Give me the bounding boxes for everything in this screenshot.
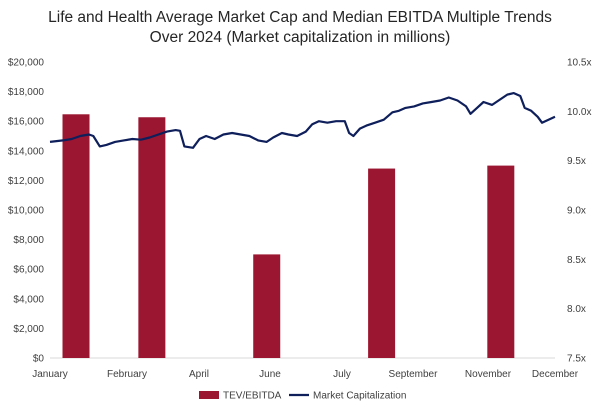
right-axis-tick-label: 8.5x [567, 255, 586, 266]
left-axis-tick-label: $14,000 [8, 146, 45, 157]
chart-title-line-1: Life and Health Average Market Cap and M… [48, 9, 552, 26]
legend-swatch-tev-ebitda [199, 391, 219, 399]
right-axis-tick-label: 9.0x [567, 206, 586, 217]
line-series-market-capitalization [49, 92, 556, 149]
x-axis-tick-label: April [189, 369, 209, 380]
right-axis-tick-label: 7.5x [567, 354, 586, 365]
bar-tev-ebitda-2 [138, 117, 166, 359]
left-axis-tick-label: $16,000 [8, 117, 45, 128]
left-axis-tick-label: $10,000 [8, 206, 45, 217]
legend: TEV/EBITDA Market Capitalization [199, 391, 406, 402]
x-axis-tick-label: November [465, 369, 512, 380]
x-axis-tick-label: June [259, 369, 281, 380]
right-axis-tick-label: 8.0x [567, 304, 586, 315]
chart-title: Life and Health Average Market Cap and M… [48, 9, 552, 46]
x-axis-tick-label: January [32, 369, 68, 380]
x-axis-tick-label: December [532, 369, 579, 380]
right-axis-tick-label: 9.5x [567, 156, 586, 167]
bar-series-tev-ebitda [62, 114, 515, 359]
chart-title-line-2: Over 2024 (Market capitalization in mill… [150, 29, 451, 46]
x-axis-tick-label: September [389, 369, 439, 380]
bar-tev-ebitda-4 [368, 168, 396, 358]
right-axis-tick-label: 10.5x [567, 58, 591, 69]
left-axis-tick-label: $4,000 [13, 294, 44, 305]
left-axis-tick-label: $8,000 [13, 235, 44, 246]
right-axis-tick-label: 10.0x [567, 107, 591, 118]
right-axis-tick-labels: 7.5x 8.0x 8.5x 9.0x 9.5x 10.0x 10.5x [567, 58, 591, 365]
left-axis-tick-label: $18,000 [8, 87, 45, 98]
left-axis-tick-label: $6,000 [13, 265, 44, 276]
line-market-capitalization [49, 92, 556, 149]
x-axis-tick-label: February [107, 369, 147, 380]
left-axis-tick-labels: $0 $2,000 $4,000 $6,000 $8,000 $10,000 $12,000… [8, 58, 45, 365]
bar-tev-ebitda-1 [62, 114, 90, 358]
left-axis-tick-label: $12,000 [8, 176, 45, 187]
legend-label-tev-ebitda: TEV/EBITDA [223, 391, 282, 402]
x-axis-tick-label: July [333, 369, 351, 380]
legend-label-market-capitalization: Market Capitalization [313, 391, 406, 402]
left-axis-tick-label: $20,000 [8, 58, 45, 69]
bar-tev-ebitda-5 [487, 165, 515, 358]
left-axis-tick-label: $2,000 [13, 324, 44, 335]
left-axis-tick-label: $0 [33, 354, 45, 365]
x-axis-tick-labels: January February April June July September Nov… [32, 369, 579, 380]
bar-tev-ebitda-3 [253, 254, 281, 358]
